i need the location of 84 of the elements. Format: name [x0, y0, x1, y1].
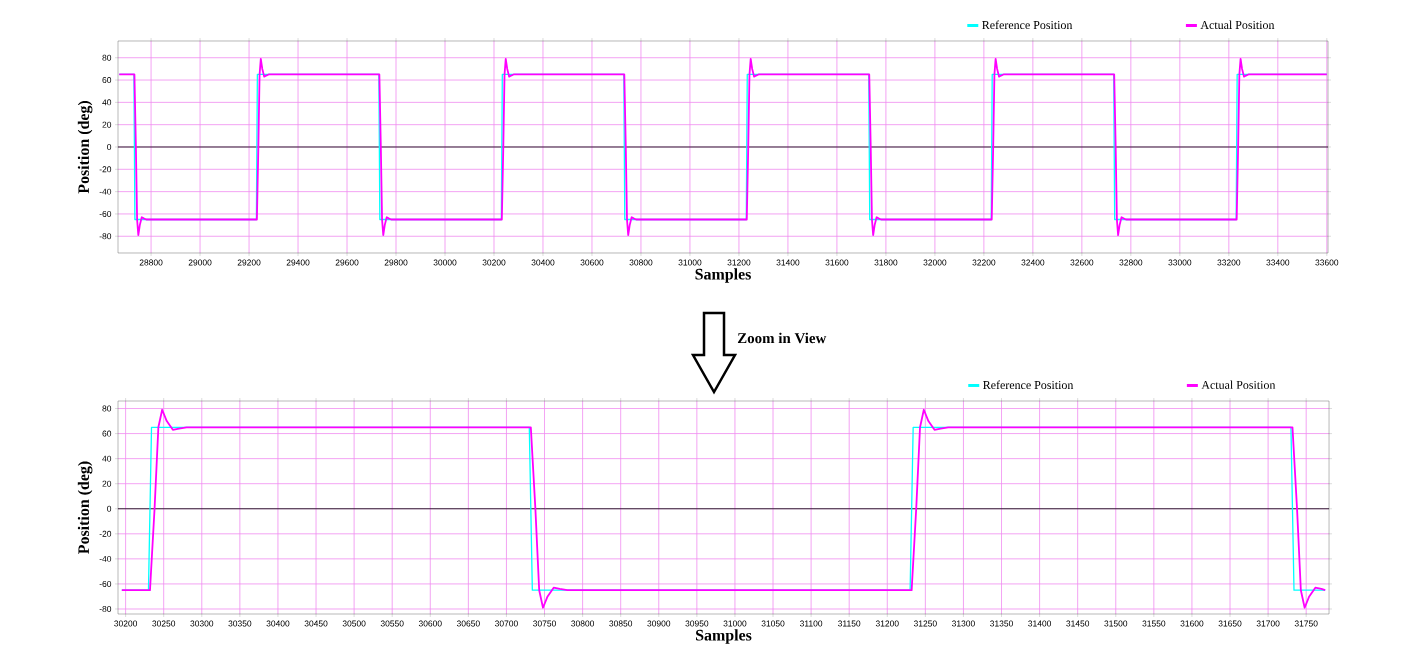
x-tick-label: 30200 [482, 259, 506, 266]
text: Zoom in View [737, 332, 827, 344]
x-tick-label: 29800 [384, 259, 408, 266]
x-tick-label: 32000 [923, 259, 947, 266]
legend-label: Actual Position [1201, 380, 1276, 389]
y-tick-label: -80 [99, 233, 112, 240]
x-tick-label: 30950 [685, 620, 709, 627]
x-tick-label: 33600 [1315, 259, 1339, 266]
y-tick-label: -20 [99, 166, 112, 173]
x-tick-label: 29400 [286, 259, 310, 266]
y-tick-label: -20 [99, 530, 112, 537]
x-tick-label: 30200 [114, 620, 138, 627]
legend-label: Actual Position [1200, 20, 1275, 29]
x-tick-label: 29200 [237, 259, 261, 266]
x-tick-label: 31200 [727, 259, 751, 266]
x-axis-title: Samples [696, 629, 752, 644]
x-tick-label: 31600 [825, 259, 849, 266]
x-tick-label: 30600 [580, 259, 604, 266]
x-tick-label: 32400 [1021, 259, 1045, 266]
x-tick-label: 30800 [571, 620, 595, 627]
x-tick-label: 30850 [609, 620, 633, 627]
y-axis-title: Position (deg) [77, 461, 93, 554]
x-tick-label: 33000 [1168, 259, 1192, 266]
y-tick-label: 0 [107, 505, 112, 512]
x-tick-label: 29600 [335, 259, 359, 266]
x-tick-label: 32600 [1070, 259, 1094, 266]
y-tick-label: 80 [102, 54, 112, 61]
x-tick-label: 30700 [495, 620, 518, 627]
y-tick-label: -40 [99, 555, 112, 562]
x-tick-label: 31100 [799, 620, 823, 627]
x-tick-label: 31350 [990, 620, 1013, 627]
legend-label: Reference Position [982, 20, 1073, 30]
x-tick-label: 31800 [874, 259, 898, 266]
x-tick-label: 29000 [188, 259, 212, 266]
x-tick-label: 31450 [1066, 620, 1090, 627]
x-tick-label: 30450 [304, 620, 328, 627]
y-tick-label: 20 [102, 121, 112, 128]
x-tick-label: 30000 [433, 259, 457, 266]
y-tick-label: 40 [102, 455, 112, 462]
x-tick-label: 30650 [456, 620, 480, 627]
x-tick-label: 30900 [647, 620, 671, 627]
x-tick-label: 30250 [152, 620, 176, 627]
y-tick-label: 60 [102, 430, 112, 437]
x-tick-label: 30550 [380, 620, 404, 627]
x-tick-label: 30750 [533, 620, 556, 627]
y-tick-label: -60 [99, 580, 112, 587]
x-tick-label: 33400 [1266, 259, 1290, 266]
legend-label: Reference Position [983, 380, 1074, 390]
x-tick-label: 31000 [723, 620, 747, 627]
y-tick-label: -60 [99, 210, 112, 217]
x-tick-label: 31500 [1104, 620, 1128, 627]
x-tick-label: 30400 [266, 620, 290, 627]
y-tick-label: 20 [102, 480, 112, 487]
x-tick-label: 31200 [875, 620, 899, 627]
x-tick-label: 31150 [838, 620, 861, 627]
x-axis-title: Samples [695, 268, 751, 283]
y-axis-title: Position (deg) [77, 100, 93, 194]
x-tick-label: 31750 [1294, 620, 1318, 627]
x-tick-label: 30600 [418, 620, 442, 627]
x-tick-label: 30350 [228, 620, 252, 627]
x-tick-label: 31400 [1028, 620, 1052, 627]
x-tick-label: 30400 [531, 259, 555, 266]
x-tick-label: 31000 [678, 259, 702, 266]
x-tick-label: 30500 [342, 620, 366, 627]
y-tick-label: 40 [102, 99, 112, 106]
x-tick-label: 31700 [1256, 620, 1280, 627]
x-tick-label: 31550 [1142, 620, 1166, 627]
x-tick-label: 31600 [1180, 620, 1204, 627]
y-tick-label: 0 [107, 144, 112, 150]
x-tick-label: 31300 [951, 620, 975, 627]
x-tick-label: 28800 [139, 259, 163, 266]
x-tick-label: 31250 [913, 620, 937, 627]
y-tick-label: -80 [99, 606, 112, 612]
y-tick-label: 60 [102, 77, 112, 84]
x-tick-label: 33200 [1217, 259, 1241, 266]
x-tick-label: 31650 [1218, 620, 1242, 627]
y-tick-label: 80 [102, 405, 112, 412]
x-tick-label: 30800 [629, 259, 653, 266]
y-tick-label: -40 [99, 188, 112, 195]
x-tick-label: 31050 [761, 620, 785, 627]
x-tick-label: 32200 [972, 259, 996, 266]
x-tick-label: 32800 [1119, 259, 1143, 266]
x-tick-label: 30300 [190, 620, 214, 627]
x-tick-label: 31400 [776, 259, 800, 266]
